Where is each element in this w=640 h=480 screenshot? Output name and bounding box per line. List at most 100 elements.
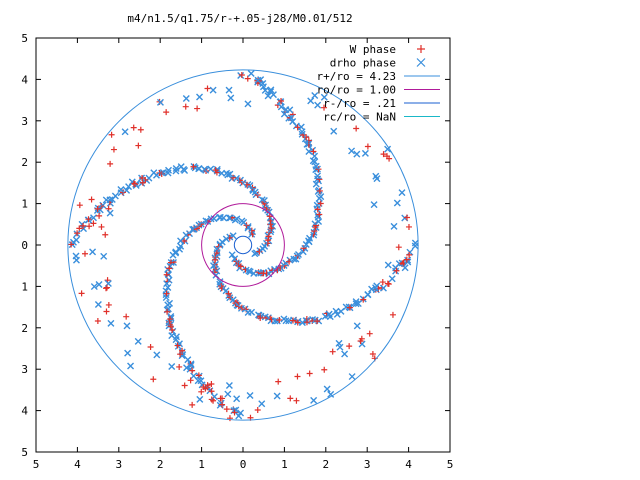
drho-phase-point (94, 300, 102, 308)
drho-phase-point (384, 261, 392, 269)
w-phase-point (76, 225, 83, 232)
drho-phase-point (260, 197, 268, 205)
w-phase-point (167, 323, 174, 330)
drho-phase-point (388, 275, 396, 283)
y-tick-label: 2 (21, 322, 28, 335)
w-phase-point (198, 388, 205, 395)
w-phase-point (107, 160, 114, 167)
drho-phase-point (225, 86, 233, 94)
w-phase-point (238, 71, 245, 78)
drho-phase-point (305, 148, 313, 156)
w-phase-point (110, 146, 117, 153)
legend-label: r-/ro = .21 (323, 97, 396, 110)
w-phase-point (219, 395, 226, 402)
chart-title: m4/n1.5/q1.75/r-+.05-j28/M0.01/512 (127, 12, 352, 25)
w-phase-point (395, 244, 402, 251)
drho-phase-point (406, 248, 414, 256)
drho-phase-point (384, 145, 392, 153)
w-phase-point (98, 223, 105, 230)
w-phase-point (383, 153, 390, 160)
drho-phase-point (182, 231, 190, 239)
w-phase-point (94, 317, 101, 324)
drho-phase-point (309, 146, 317, 154)
drho-phase-point (254, 76, 262, 84)
w-phase-point (303, 319, 310, 326)
w-phase-point (150, 376, 157, 383)
w-phase-point (210, 397, 217, 404)
drho-phase-point (261, 86, 269, 94)
reference-circle (67, 69, 419, 421)
w-phase-point (389, 311, 396, 318)
w-phase-point (208, 388, 215, 395)
drho-phase-point (320, 93, 328, 101)
w-phase-point (306, 370, 313, 377)
legend-label: ro/ro = 1.00 (317, 84, 396, 97)
drho-phase-point (90, 283, 98, 291)
drho-phase-point (127, 362, 135, 370)
drho-phase-point (212, 271, 220, 279)
w-phase-point (139, 179, 146, 186)
drho-phase-point (298, 319, 306, 327)
w-phase-point (237, 263, 244, 270)
drho-phase-point (124, 349, 132, 357)
drho-phase-point (372, 284, 380, 292)
drho-phase-point (200, 165, 208, 173)
drho-phase-point (104, 280, 112, 288)
drho-phase-point (411, 239, 419, 247)
w-phase-point (364, 143, 371, 150)
drho-phase-point (267, 88, 275, 96)
w-phase-point (169, 326, 176, 333)
drho-phase-point (248, 308, 256, 316)
drho-phase-point (247, 70, 255, 78)
x-tick-label: 2 (157, 458, 164, 471)
drho-phase-point (358, 340, 366, 348)
drho-phase-point (90, 214, 98, 222)
w-phase-point (103, 284, 110, 291)
w-phase-point (360, 296, 367, 303)
drho-phase-point (353, 150, 361, 158)
drho-phase-point (235, 412, 243, 420)
drho-phase-point (224, 390, 232, 398)
drho-phase-point (196, 93, 204, 101)
w-phase-point (123, 313, 130, 320)
w-phase-point (189, 367, 196, 374)
w-phase-point (163, 109, 170, 116)
drho-phase-point (353, 322, 361, 330)
drho-phase-point (326, 313, 334, 321)
w-phase-point (204, 85, 211, 92)
y-tick-label: 1 (21, 280, 28, 293)
drho-phase-point (258, 400, 266, 408)
drho-phase-point (153, 351, 161, 359)
w-phase-point (80, 222, 87, 229)
w-phase-point (316, 187, 323, 194)
drho-phase-point (123, 322, 131, 330)
w-phase-point (393, 267, 400, 274)
drho-phase-point (258, 196, 266, 204)
drho-phase-point (121, 128, 129, 136)
x-tick-label: 1 (281, 458, 288, 471)
drho-phase-point (238, 217, 246, 225)
w-phase-point (223, 406, 230, 413)
w-phase-point (358, 335, 365, 342)
legend-label: r+/ro = 4.23 (317, 70, 396, 83)
w-phase-point (86, 223, 93, 230)
drho-phase-point (379, 284, 387, 292)
w-phase-point (81, 250, 88, 257)
drho-phase-point (168, 362, 176, 370)
drho-phase-point (330, 127, 338, 135)
x-tick-label: 0 (240, 458, 247, 471)
y-tick-label: 4 (21, 73, 28, 86)
w-phase-point (182, 103, 189, 110)
w-phase-point (254, 407, 261, 414)
x-tick-label: 5 (33, 458, 40, 471)
w-phase-point (166, 265, 173, 272)
w-phase-point (195, 372, 202, 379)
drho-phase-point (196, 395, 204, 403)
drho-phase-point (311, 158, 319, 166)
w-phase-point (403, 214, 410, 221)
drho-phase-point (311, 91, 319, 99)
w-phase-point (379, 279, 386, 286)
w-phase-point (212, 167, 219, 174)
